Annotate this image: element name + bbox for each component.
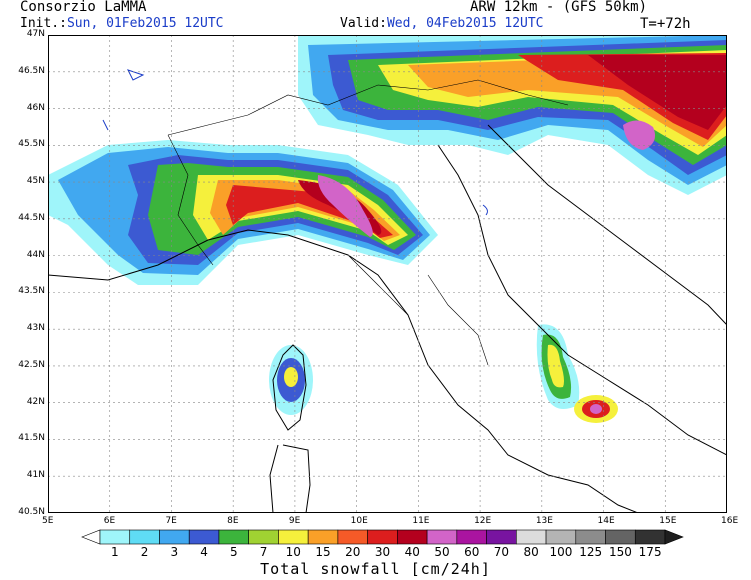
valid-label: Valid: <box>340 16 387 31</box>
lat-label: 45.5N <box>18 139 45 150</box>
valid-info: Valid:Wed, 04Feb2015 12UTC <box>340 17 544 31</box>
lon-label: 13E <box>535 516 553 526</box>
coastline-sardinia <box>269 444 311 513</box>
colorbar-tick-label: 30 <box>374 545 391 559</box>
lat-label: 44N <box>26 249 45 260</box>
colorbar-tick-label: 150 <box>608 545 632 559</box>
border-france <box>167 134 214 266</box>
colorbar-swatch <box>634 529 666 545</box>
colorbar-swatch <box>545 529 577 545</box>
colorbar-swatch <box>159 529 190 545</box>
colorbar-tick-label: 40 <box>404 545 420 559</box>
colorbar-tick-label: 100 <box>549 545 573 559</box>
coastline-adriatic <box>437 144 727 456</box>
colorbar-tick-label: 50 <box>434 545 450 559</box>
border-region-1 <box>347 254 409 316</box>
lon-label: 8E <box>227 516 239 526</box>
colorbar-tick-label: 125 <box>579 545 603 559</box>
colorbar-swatch <box>486 529 517 545</box>
lat-label: 47N <box>26 29 45 39</box>
colorbar-swatch <box>426 529 458 545</box>
lat-label: 42N <box>26 396 45 407</box>
colorbar-swatch <box>456 529 487 545</box>
colorbar-swatch <box>129 529 160 545</box>
colorbar-swatch <box>575 529 606 545</box>
lakes <box>102 69 488 216</box>
lake-3 <box>482 204 488 216</box>
valid-value: Wed, 04Feb2015 12UTC <box>386 16 544 31</box>
colorbar-min-arrow <box>81 529 101 545</box>
coastline-dalmatia <box>487 124 727 326</box>
colorbar-title: Total snowfall [cm/24h] <box>260 560 491 578</box>
init-info: Init.:Sun, 01Feb2015 12UTC <box>20 17 224 31</box>
colorbar-swatch <box>278 529 309 545</box>
init-label: Init.: <box>20 16 67 31</box>
lon-label: 14E <box>597 516 615 526</box>
lat-label: 46.5N <box>18 65 45 76</box>
colorbar-tick-label: 60 <box>464 545 480 559</box>
lake-1 <box>127 69 145 81</box>
colorbar-swatch <box>218 529 249 545</box>
map-frame <box>48 35 727 513</box>
graticule <box>48 35 727 513</box>
lat-label: 45N <box>26 176 45 187</box>
colorbar-tick-label: 15 <box>315 545 331 559</box>
lat-label: 41N <box>26 470 45 481</box>
colorbar-tick-label: 10 <box>285 545 301 559</box>
coastline-corsica <box>272 344 307 431</box>
lon-label: 7E <box>165 516 177 526</box>
borders <box>167 79 569 366</box>
snowfall-map <box>48 35 727 513</box>
lon-label: 6E <box>103 516 116 526</box>
colorbar-tick-label: 1 <box>111 545 119 559</box>
colorbar-swatch <box>337 529 368 545</box>
colorbar-swatch <box>248 529 279 545</box>
lon-label: 5E <box>42 516 54 526</box>
lon-label: 9E <box>288 516 301 526</box>
lead-time: T=+72h <box>640 16 691 32</box>
snow-core-apennine <box>317 175 373 237</box>
lat-label: 41.5N <box>18 433 45 444</box>
model-title: ARW 12km - (GFS 50km) <box>470 0 648 15</box>
colorbar-max-arrow <box>664 529 684 545</box>
colorbar-swatch <box>397 529 428 545</box>
lon-label: 11E <box>412 516 430 526</box>
colorbar-tick-label: 80 <box>523 545 539 559</box>
border-alps <box>167 79 569 136</box>
snow-south-apennine-core <box>590 404 602 414</box>
lon-label: 16E <box>721 516 739 526</box>
colorbar-swatch <box>188 529 220 545</box>
colorbar-swatch <box>516 529 547 545</box>
border-region-2 <box>427 274 489 366</box>
lat-label: 46N <box>26 102 45 113</box>
lat-label: 43.5N <box>18 286 45 297</box>
lat-label: 43N <box>26 323 45 334</box>
lon-label: 12E <box>474 516 492 526</box>
snow-corsica-yellow <box>284 367 298 387</box>
lon-label: 15E <box>659 516 677 526</box>
snow-core-northeast <box>623 120 656 150</box>
lat-label: 44.5N <box>18 212 45 223</box>
snow-band-north-darkred <box>588 55 727 130</box>
colorbar-tick-label: 5 <box>229 545 238 559</box>
colorbar-tick-label: 4 <box>200 545 208 559</box>
lat-label: 40.5N <box>18 507 45 517</box>
colorbar-tick-label: 3 <box>170 545 179 559</box>
init-value: Sun, 01Feb2015 12UTC <box>66 16 224 31</box>
colorbar-swatch <box>605 529 636 545</box>
colorbar-swatch <box>307 529 339 545</box>
lat-label: 42.5N <box>18 359 45 370</box>
colorbar-swatch <box>367 529 398 545</box>
colorbar-tick-label: 70 <box>493 545 510 559</box>
org-title: Consorzio LaMMA <box>20 0 147 15</box>
colorbar-tick-label: 175 <box>638 545 662 559</box>
colorbar-swatch <box>99 529 131 545</box>
snow-central-apennine-yellow <box>547 344 564 388</box>
colorbar-tick-label: 20 <box>345 545 361 559</box>
snowfall-fields <box>48 35 727 423</box>
lon-label: 10E <box>350 516 368 526</box>
colorbar-tick-label: 2 <box>140 545 149 559</box>
lake-2 <box>102 119 109 131</box>
colorbar-tick-label: 7 <box>259 545 268 559</box>
